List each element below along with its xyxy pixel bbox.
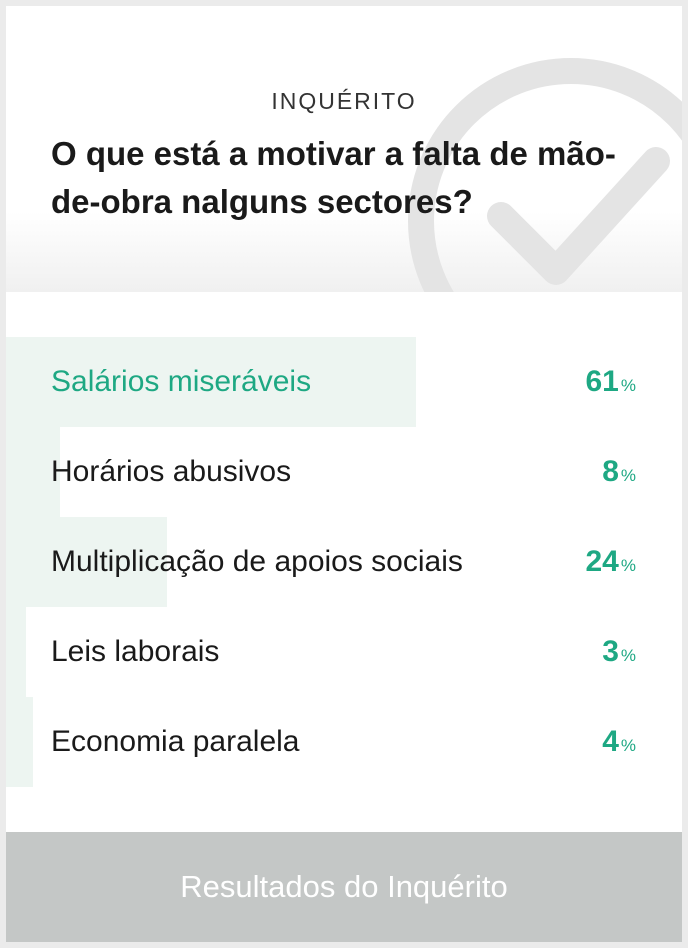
poll-card: INQUÉRITO O que está a motivar a falta d… <box>6 6 682 942</box>
check-circle-icon <box>408 58 682 292</box>
option-label: Economia paralela <box>51 725 300 758</box>
poll-kicker: INQUÉRITO <box>271 88 417 114</box>
result-bar <box>6 517 167 607</box>
option-percent: 3% <box>602 635 636 668</box>
poll-question: O que está a motivar a falta de mão-de-o… <box>51 135 616 220</box>
poll-option-horarios[interactable]: Horários abusivos 8% <box>6 427 682 517</box>
result-bar <box>6 427 60 517</box>
poll-option-salarios[interactable]: Salários miseráveis 61% <box>6 337 682 427</box>
poll-option-leis[interactable]: Leis laborais 3% <box>6 607 682 697</box>
option-label: Salários miseráveis <box>51 365 312 398</box>
poll-options: Salários miseráveis 61% Horários abusivo… <box>6 337 682 787</box>
option-percent: 24% <box>585 545 637 578</box>
poll-header: INQUÉRITO O que está a motivar a falta d… <box>6 6 682 292</box>
result-bar <box>6 697 33 787</box>
poll-option-apoios[interactable]: Multiplicação de apoios sociais 24% <box>6 517 682 607</box>
poll-option-economia[interactable]: Economia paralela 4% <box>6 697 682 787</box>
option-label: Multiplicação de apoios sociais <box>51 545 463 578</box>
option-label: Horários abusivos <box>51 455 292 488</box>
option-percent: 61% <box>585 365 637 398</box>
option-percent: 4% <box>602 725 636 758</box>
result-bar <box>6 607 26 697</box>
option-percent: 8% <box>602 455 636 488</box>
results-button[interactable]: Resultados do Inquérito <box>6 832 682 942</box>
option-label: Leis laborais <box>51 635 220 668</box>
result-bar <box>6 337 416 427</box>
